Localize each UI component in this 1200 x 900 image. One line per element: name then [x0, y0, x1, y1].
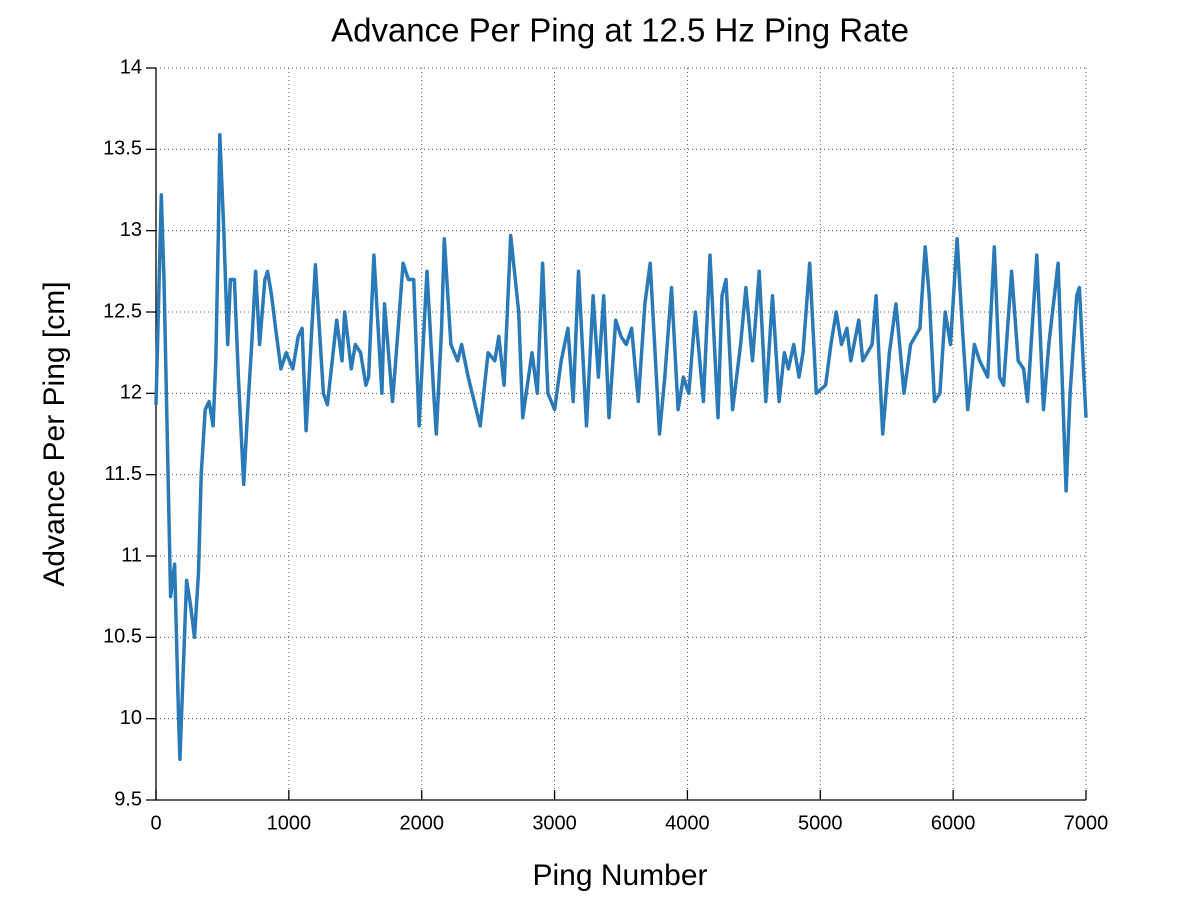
x-tick-label: 7000	[1064, 812, 1109, 834]
x-tick-label: 4000	[665, 812, 710, 834]
x-tick-label: 1000	[267, 812, 312, 834]
y-tick-label: 11	[121, 544, 142, 566]
data-line	[154, 132, 1088, 762]
x-axis-label: Ping Number	[532, 859, 707, 892]
y-tick-label: 11.5	[105, 463, 142, 485]
y-tick-label: 10.5	[103, 626, 142, 648]
x-tick-label: 3000	[532, 812, 577, 834]
y-axis-label: Advance Per Ping [cm]	[38, 281, 71, 586]
x-tick-label: 6000	[931, 812, 976, 834]
x-tick-label: 5000	[798, 812, 843, 834]
chart-title: Advance Per Ping at 12.5 Hz Ping Rate	[331, 12, 909, 49]
y-tick-label: 13	[120, 219, 142, 241]
y-tick-label: 9.5	[114, 788, 142, 810]
x-tick-label: 0	[150, 812, 161, 834]
y-tick-label: 12.5	[103, 300, 142, 322]
x-tick-label: 2000	[399, 812, 444, 834]
y-tick-label: 13.5	[103, 138, 142, 160]
y-tick-label: 10	[120, 707, 142, 729]
y-tick-label: 12	[120, 382, 142, 404]
y-tick-label: 14	[120, 56, 142, 78]
